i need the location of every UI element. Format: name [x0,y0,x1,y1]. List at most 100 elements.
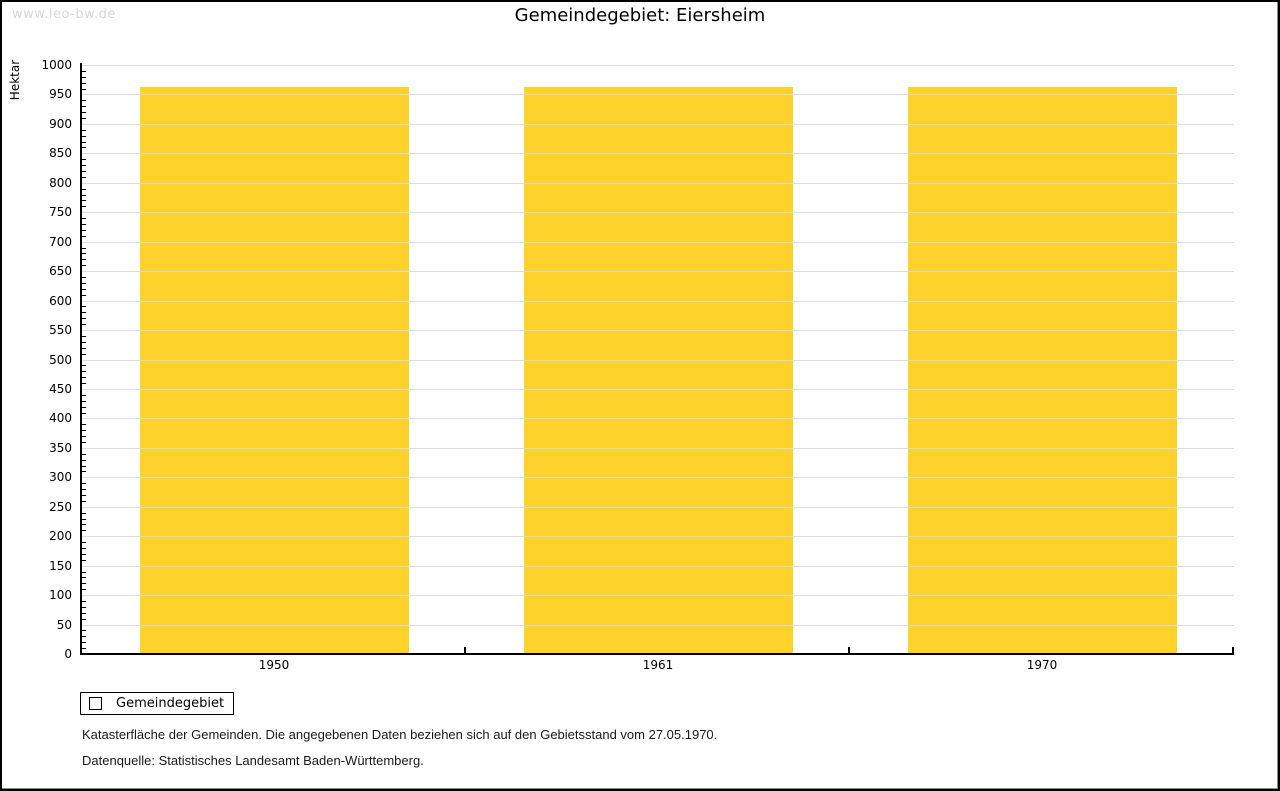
y-tick-990 [82,71,86,72]
y-tick-320 [82,466,86,467]
y-tick-label-750: 750 [49,205,72,219]
y-tick-210 [82,530,86,531]
x-tick-label-1970: 1970 [1026,658,1058,672]
y-tick-810 [82,177,86,178]
y-tick-label-100: 100 [49,588,72,602]
y-tick-560 [82,324,86,325]
y-tick-460 [82,383,86,384]
y-tick-620 [82,289,86,290]
y-tick-110 [82,589,86,590]
y-tick-680 [82,253,86,254]
y-tick-820 [82,171,86,172]
y-tick-520 [82,348,86,349]
legend-swatch-icon [89,697,102,710]
gridline-550 [82,330,1234,331]
y-tick-label-0: 0 [64,647,72,661]
y-tick-920 [82,112,86,113]
gridline-850 [82,153,1234,154]
y-tick-290 [82,483,86,484]
bar-1970 [908,87,1177,653]
y-tick-190 [82,542,86,543]
y-tick-270 [82,495,86,496]
y-tick-280 [82,489,86,490]
frame-edge [1277,2,1278,789]
y-tick-label-350: 350 [49,441,72,455]
y-tick-710 [82,236,86,237]
gridline-500 [82,360,1234,361]
y-tick-590 [82,306,86,307]
y-tick-340 [82,454,86,455]
y-tick-70 [82,613,86,614]
y-tick-910 [82,118,86,119]
y-tick-label-150: 150 [49,559,72,573]
y-tick-390 [82,424,86,425]
y-tick-370 [82,436,86,437]
y-tick-220 [82,524,86,525]
gridline-650 [82,271,1234,272]
y-tick-730 [82,224,86,225]
x-tick-3 [1232,647,1234,654]
gridline-950 [82,94,1234,95]
y-tick-label-600: 600 [49,294,72,308]
y-tick-430 [82,401,86,402]
gridline-400 [82,418,1234,419]
y-tick-140 [82,572,86,573]
y-tick-label-850: 850 [49,146,72,160]
y-tick-540 [82,336,86,337]
y-tick-310 [82,471,86,472]
y-tick-640 [82,277,86,278]
y-tick-label-700: 700 [49,235,72,249]
gridline-200 [82,536,1234,537]
y-tick-960 [82,89,86,90]
y-tick-760 [82,206,86,207]
y-tick-840 [82,159,86,160]
footnote-data-source: Datenquelle: Statistisches Landesamt Bad… [82,753,424,768]
y-tick-980 [82,77,86,78]
bar-1950 [140,87,409,653]
y-tick-230 [82,519,86,520]
y-tick-label-550: 550 [49,323,72,337]
chart-title: Gemeindegebiet: Eiersheim [514,5,766,26]
y-tick-130 [82,577,86,578]
gridline-800 [82,183,1234,184]
y-tick-60 [82,619,86,620]
gridline-1000 [82,65,1234,66]
y-tick-860 [82,147,86,148]
y-tick-580 [82,312,86,313]
y-tick-label-200: 200 [49,529,72,543]
y-tick-180 [82,548,86,549]
y-tick-40 [82,630,86,631]
y-tick-330 [82,460,86,461]
x-tick-1 [464,647,466,654]
frame-edge [2,788,1278,789]
y-tick-label-800: 800 [49,176,72,190]
y-axis-line [80,63,82,655]
gridline-300 [82,477,1234,478]
y-tick-label-300: 300 [49,470,72,484]
y-tick-610 [82,295,86,296]
gridline-50 [82,625,1234,626]
y-tick-label-450: 450 [49,382,72,396]
y-tick-label-400: 400 [49,411,72,425]
y-tick-490 [82,365,86,366]
gridline-250 [82,507,1234,508]
y-tick-630 [82,283,86,284]
gridline-450 [82,389,1234,390]
y-tick-360 [82,442,86,443]
y-tick-label-500: 500 [49,353,72,367]
y-tick-510 [82,354,86,355]
y-tick-690 [82,248,86,249]
legend: Gemeindegebiet [80,692,234,715]
y-tick-420 [82,407,86,408]
y-tick-170 [82,554,86,555]
y-tick-880 [82,136,86,137]
y-tick-770 [82,200,86,201]
y-tick-260 [82,501,86,502]
y-tick-20 [82,642,86,643]
y-tick-790 [82,189,86,190]
gridline-600 [82,301,1234,302]
y-tick-740 [82,218,86,219]
y-tick-940 [82,100,86,101]
x-tick-label-1961: 1961 [642,658,674,672]
